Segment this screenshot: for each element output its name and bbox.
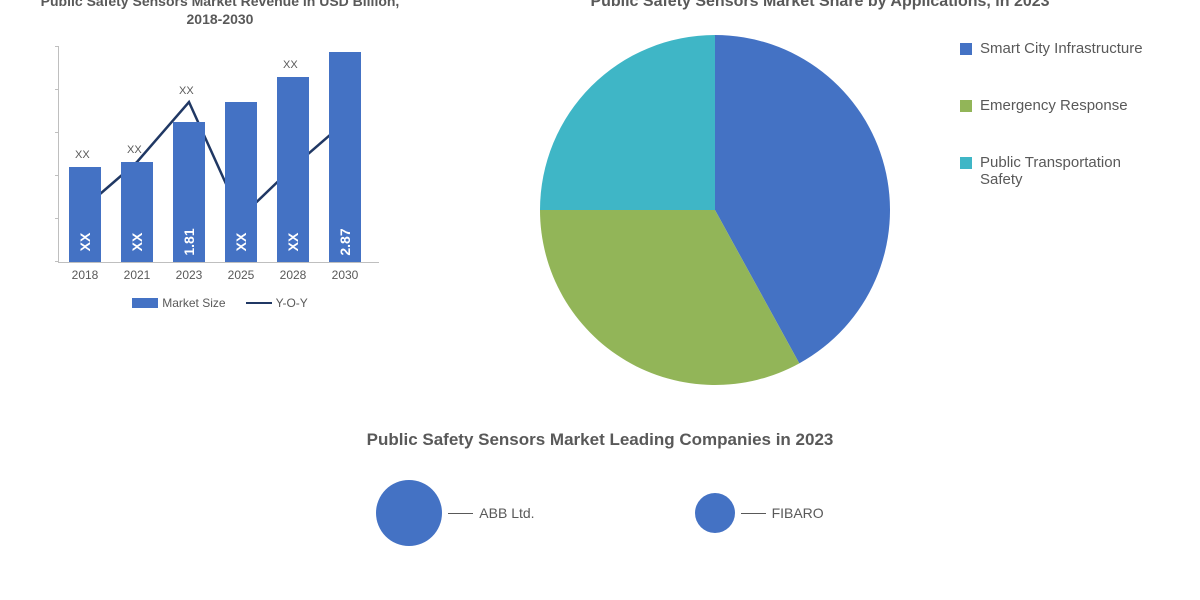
pie-legend-item: Emergency Response	[960, 97, 1150, 114]
x-axis-label: 2030	[325, 268, 365, 282]
pie-chart	[540, 35, 890, 385]
legend-swatch-line	[246, 302, 272, 304]
pie-legend-swatch	[960, 43, 972, 55]
x-axis-label: 2018	[65, 268, 105, 282]
y-tick	[55, 46, 59, 47]
bar: 1.81	[173, 122, 205, 262]
companies-section: Public Safety Sensors Market Leading Com…	[0, 430, 1200, 546]
legend-market-size: Market Size	[132, 296, 225, 310]
xx-label: XX	[283, 59, 298, 71]
bar-value-label: XX	[233, 233, 249, 252]
bar: XX	[69, 167, 101, 262]
pie-chart-section: Public Safety Sensors Market Share by Ap…	[480, 0, 1160, 420]
pie-legend-label: Public Transportation Safety	[980, 154, 1150, 188]
pie-legend-item: Smart City Infrastructure	[960, 40, 1150, 57]
bar-value-label: XX	[129, 233, 145, 252]
bar-value-label: 2.87	[337, 229, 353, 256]
company-bubble	[695, 493, 735, 533]
bar-chart-section: Public Safety Sensors Market Revenue in …	[40, 0, 400, 420]
x-axis-label: 2028	[273, 268, 313, 282]
bar-value-label: 1.81	[181, 229, 197, 256]
pie-chart-title: Public Safety Sensors Market Share by Ap…	[560, 0, 1080, 13]
bar: 2.87	[329, 52, 361, 262]
pie-slice	[540, 35, 715, 210]
legend-yoy: Y-O-Y	[246, 296, 308, 310]
y-tick	[55, 218, 59, 219]
y-tick	[55, 261, 59, 262]
legend-label-line: Y-O-Y	[276, 296, 308, 310]
bubble-leader-line	[741, 513, 766, 514]
companies-title: Public Safety Sensors Market Leading Com…	[0, 430, 1200, 450]
y-tick	[55, 132, 59, 133]
xx-label: XX	[75, 149, 90, 161]
legend-label-bar: Market Size	[162, 296, 225, 310]
company-label: ABB Ltd.	[479, 505, 534, 521]
bar-chart-legend: Market Size Y-O-Y	[40, 296, 400, 310]
bar-chart-plot: XXXX2018XXXX20211.81XX2023XX2025XXXX2028…	[58, 47, 379, 263]
y-tick	[55, 175, 59, 176]
x-axis-label: 2021	[117, 268, 157, 282]
company-bubble-item: FIBARO	[695, 480, 824, 546]
company-bubbles: ABB Ltd. FIBARO	[0, 480, 1200, 546]
bar-chart-title: Public Safety Sensors Market Revenue in …	[40, 0, 400, 28]
pie-legend-item: Public Transportation Safety	[960, 154, 1150, 188]
pie-chart-legend: Smart City Infrastructure Emergency Respo…	[960, 40, 1150, 188]
y-tick	[55, 89, 59, 90]
bar-value-label: XX	[285, 233, 301, 252]
x-axis-label: 2025	[221, 268, 261, 282]
pie-legend-swatch	[960, 157, 972, 169]
bar: XX	[277, 77, 309, 262]
company-bubble-item: ABB Ltd.	[376, 480, 534, 546]
xx-label: XX	[179, 85, 194, 97]
x-axis-label: 2023	[169, 268, 209, 282]
bar: XX	[225, 102, 257, 262]
pie-legend-label: Smart City Infrastructure	[980, 40, 1143, 57]
pie-legend-label: Emergency Response	[980, 97, 1128, 114]
company-label: FIBARO	[772, 505, 824, 521]
legend-swatch-bar	[132, 298, 158, 308]
bar-chart-area: XX XX 2018 XX XX 2021 1.81 XX 2023 XX 2025 XX XX 2028…	[50, 38, 390, 288]
xx-label: XX	[127, 144, 142, 156]
bubble-leader-line	[448, 513, 473, 514]
bar-value-label: XX	[77, 233, 93, 252]
company-bubble	[376, 480, 442, 546]
pie-legend-swatch	[960, 100, 972, 112]
bar: XX	[121, 162, 153, 262]
